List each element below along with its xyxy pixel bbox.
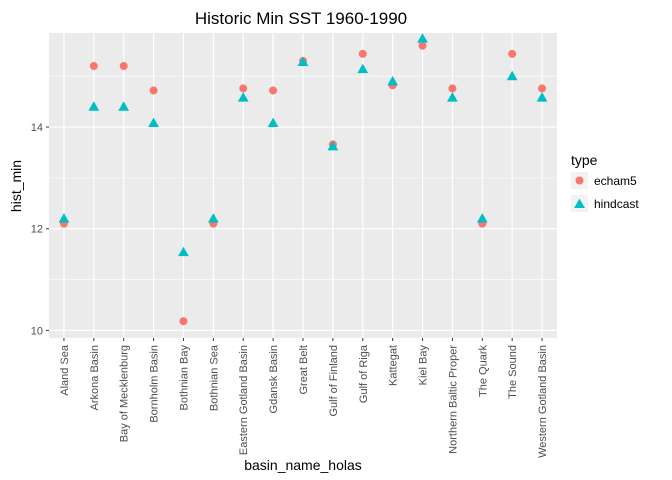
data-point-hindcast: [148, 117, 159, 128]
data-point-echam5: [508, 49, 517, 58]
data-point-echam5: [239, 84, 248, 93]
x-tick-label: Gulf of Finland: [328, 345, 340, 417]
data-point-hindcast: [118, 101, 130, 111]
legend-label-hindcast: hindcast: [594, 197, 639, 211]
x-tick-label: Aland Sea: [59, 344, 71, 396]
x-tick-label: Bothnian Sea: [208, 344, 220, 411]
data-point-echam5: [149, 86, 158, 95]
data-point-hindcast: [447, 92, 458, 102]
x-axis-title: basin_name_holas: [244, 457, 362, 473]
data-point-hindcast: [417, 33, 428, 43]
major-gridlines: [49, 33, 557, 338]
data-point-echam5: [89, 62, 98, 71]
data-point-hindcast: [476, 213, 488, 223]
data-point-hindcast: [297, 56, 309, 67]
x-tick-label: The Sound: [507, 345, 519, 399]
data-point-echam5: [358, 49, 367, 58]
y-tick-label: 12: [31, 224, 43, 236]
data-point-hindcast: [327, 140, 339, 151]
data-point-echam5: [179, 317, 188, 326]
legend: type echam5 hindcast: [571, 152, 639, 212]
data-point-hindcast: [178, 246, 189, 257]
x-tick-label: Bothnian Bay: [178, 345, 190, 411]
data-point-hindcast: [387, 75, 399, 86]
x-tick-label: Northern Baltic Proper: [447, 345, 459, 454]
data-point-echam5: [119, 62, 128, 71]
x-tick-label: Western Gotland Basin: [537, 345, 549, 458]
x-tick-label: The Quark: [477, 345, 489, 397]
data-points: [58, 33, 548, 326]
x-tick-label: Kiel Bay: [418, 345, 430, 386]
x-tick-label: Bay of Mecklenburg: [119, 345, 131, 442]
data-point-echam5: [418, 41, 427, 50]
data-point-hindcast: [237, 92, 249, 102]
chart-title: Historic Min SST 1960-1990: [195, 9, 407, 28]
x-tick-label: Bornholm Basin: [149, 345, 161, 423]
x-tick-label: Gdansk Basin: [268, 345, 280, 413]
y-tick-label: 14: [31, 122, 43, 134]
data-point-hindcast: [207, 213, 219, 223]
y-tick-label: 10: [31, 325, 43, 337]
y-axis-title: hist_min: [8, 160, 24, 212]
y-axis: 10 12 14: [31, 122, 49, 337]
data-point-hindcast: [536, 92, 548, 102]
x-tick-label: Kattegat: [388, 345, 400, 386]
data-point-echam5: [448, 84, 457, 93]
x-tick-label: Great Belt: [298, 345, 310, 395]
legend-label-echam5: echam5: [594, 174, 637, 188]
x-tick-label: Arkona Basin: [89, 345, 101, 410]
data-point-hindcast: [506, 70, 518, 81]
data-point-hindcast: [357, 63, 369, 74]
legend-title: type: [571, 152, 598, 168]
x-axis: Aland Sea Arkona Basin Bay of Mecklenburg B…: [59, 338, 549, 458]
data-point-echam5: [538, 84, 547, 93]
legend-marker-hindcast: [574, 198, 585, 209]
data-point-hindcast: [267, 117, 279, 128]
x-tick-label: Gulf of Riga: [358, 344, 370, 403]
legend-marker-echam5: [575, 176, 584, 185]
data-point-hindcast: [88, 101, 100, 111]
x-tick-label: Eastern Gotland Basin: [238, 345, 250, 455]
data-point-echam5: [269, 86, 278, 95]
data-point-hindcast: [58, 213, 70, 223]
